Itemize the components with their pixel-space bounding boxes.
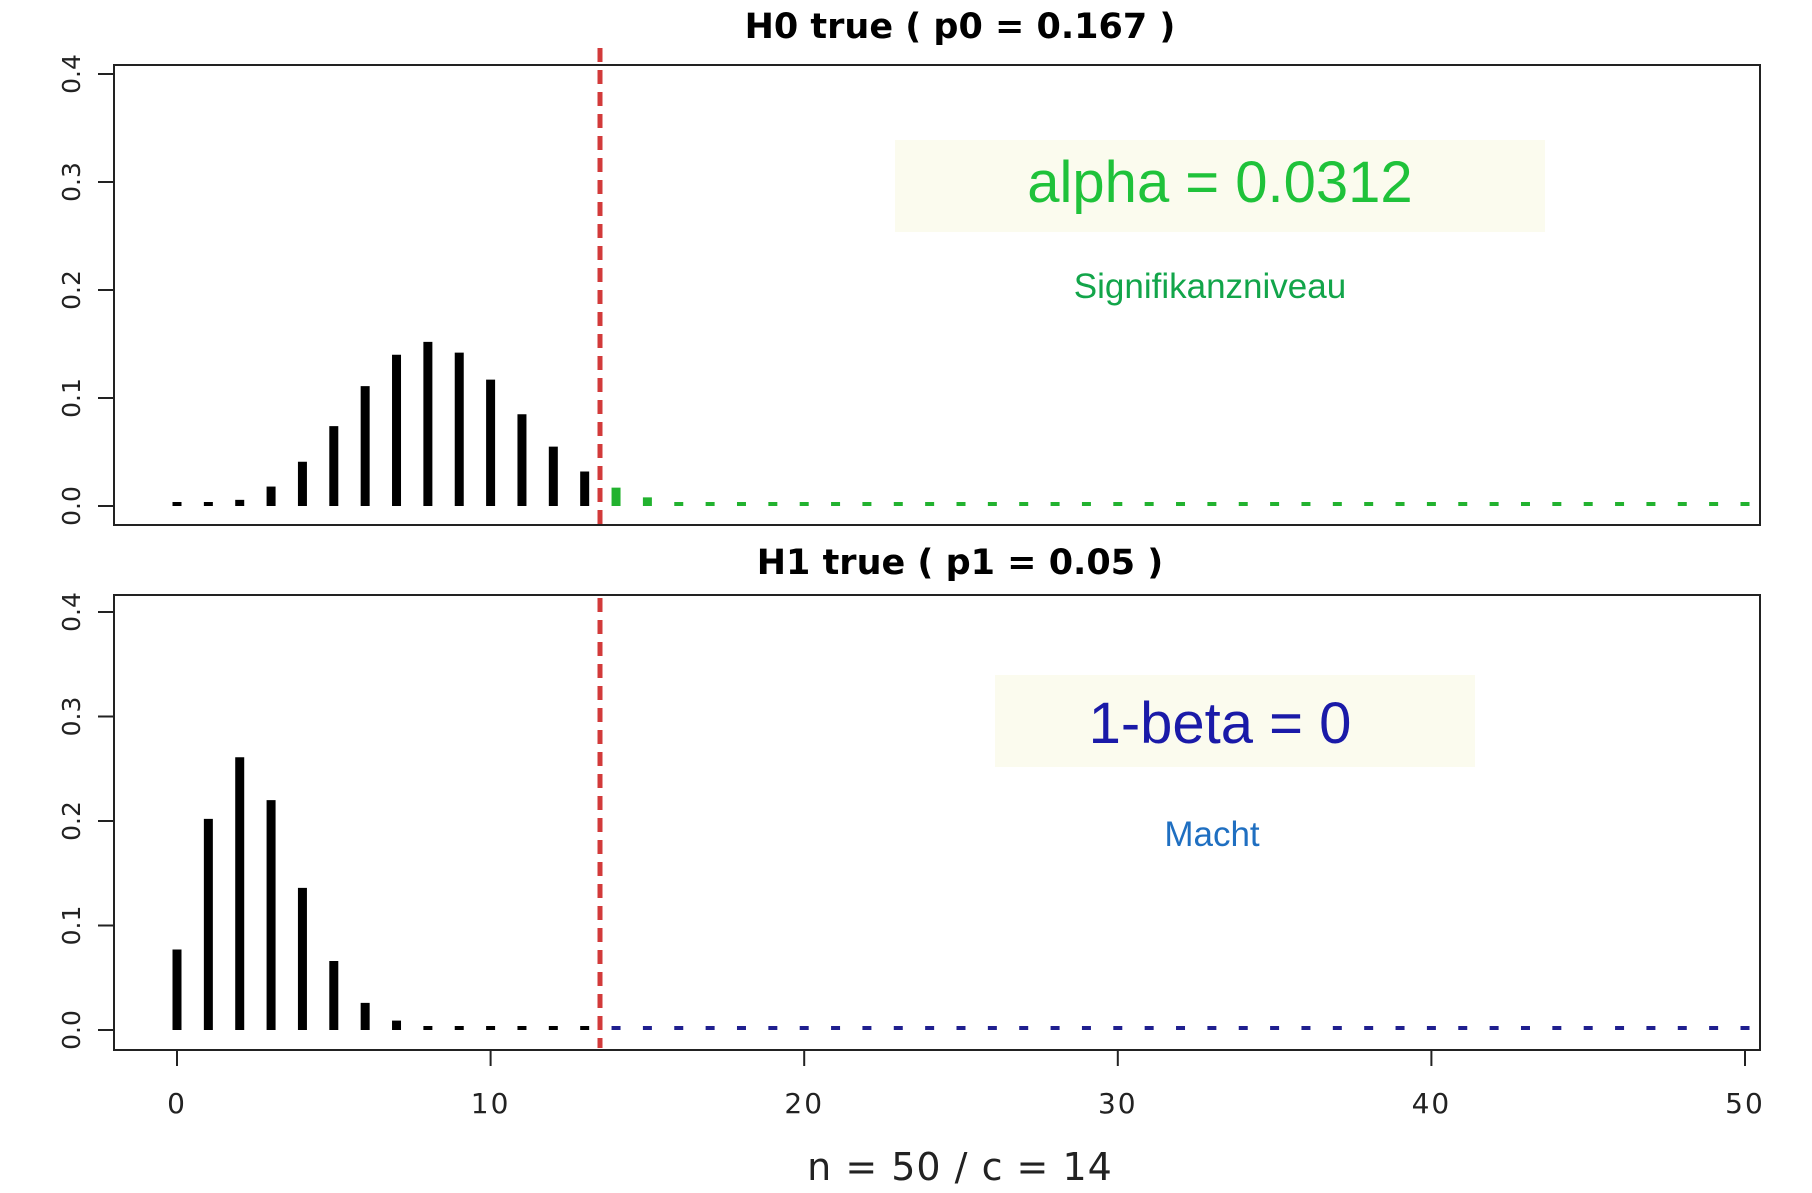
- h1-panel: H1 true ( p1 = 0.05 ) 0.0 0.1 0.2 0.3 0.4 1-…: [57, 543, 1765, 1189]
- h0-y-tick-label: 0.4: [57, 54, 86, 94]
- h0-title: H0 true ( p0 = 0.167 ): [745, 7, 1176, 47]
- h1-bars: [172, 757, 1750, 1030]
- h0-y-axis: 0.0 0.1 0.2 0.3 0.4: [57, 54, 115, 526]
- signifikanzniveau-label: Signifikanzniveau: [1074, 267, 1346, 306]
- macht-label: Macht: [1164, 815, 1260, 854]
- h1-y-tick-label: 0.0: [57, 1010, 86, 1050]
- h1-title: H1 true ( p1 = 0.05 ): [757, 543, 1163, 583]
- h1-y-axis: 0.0 0.1 0.2 0.3 0.4: [57, 592, 115, 1050]
- h0-y-tick-label: 0.3: [57, 162, 86, 202]
- alpha-annotation: alpha = 0.0312: [1027, 150, 1412, 215]
- h0-y-tick-label: 0.2: [57, 270, 86, 310]
- h0-annotation-box: [895, 140, 1545, 232]
- x-tick-label: 20: [784, 1087, 824, 1120]
- h1-y-tick-label: 0.3: [57, 697, 86, 737]
- h1-annotation-box: [995, 675, 1475, 767]
- x-axis: 0 10 20 30 40 50: [167, 1049, 1765, 1120]
- power-annotation: 1-beta = 0: [1089, 691, 1352, 756]
- x-axis-label: n = 50 / c = 14: [807, 1145, 1113, 1189]
- h1-y-tick-label: 0.1: [57, 906, 86, 946]
- x-tick-label: 30: [1098, 1087, 1138, 1120]
- h0-bars: [172, 341, 1750, 506]
- h1-y-tick-label: 0.4: [57, 592, 86, 632]
- h0-panel: H0 true ( p0 = 0.167 ) 0.0 0.1 0.2 0.3 0.4 a…: [57, 7, 1761, 528]
- x-tick-label: 10: [471, 1087, 511, 1120]
- x-tick-label: 50: [1725, 1087, 1765, 1120]
- h1-plot-frame: [113, 594, 1761, 1051]
- h1-y-tick-label: 0.2: [57, 801, 86, 841]
- h0-y-tick-label: 0.1: [57, 378, 86, 418]
- x-tick-label: 40: [1412, 1087, 1452, 1120]
- h0-y-tick-label: 0.0: [57, 486, 86, 526]
- x-tick-label: 0: [167, 1087, 187, 1120]
